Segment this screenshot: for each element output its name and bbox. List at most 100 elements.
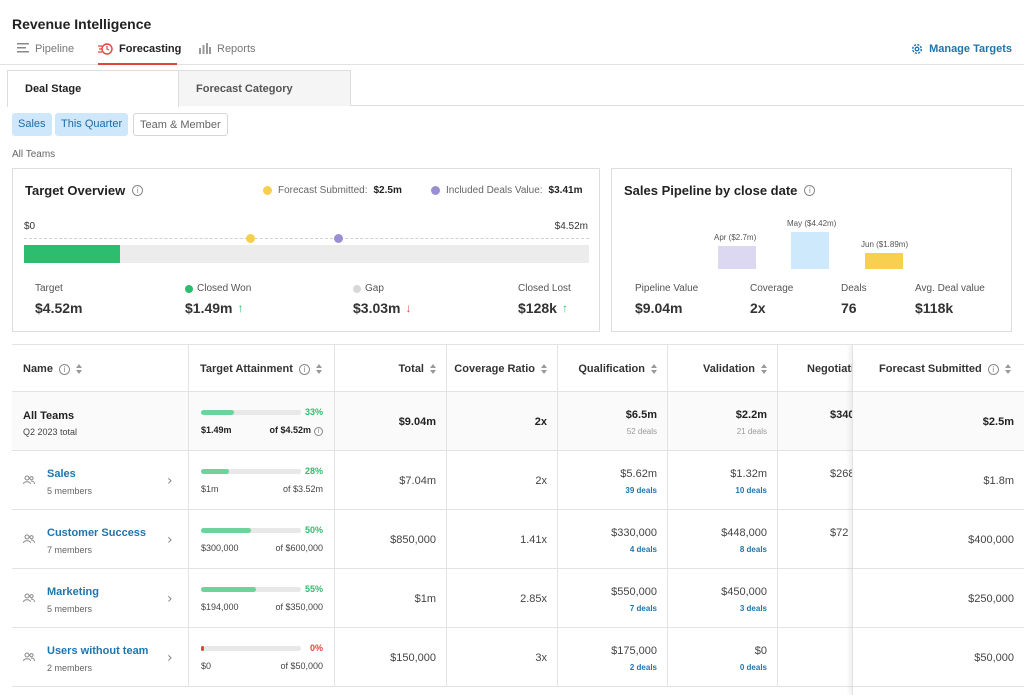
arrow-down-icon: ↓ (405, 301, 412, 315)
sort-icon[interactable] (761, 364, 767, 374)
info-icon[interactable]: i (987, 363, 999, 375)
stat-label: Avg. Deal value (915, 283, 985, 294)
coverage-cell: 2x (447, 392, 557, 450)
chevron-right-icon[interactable]: › (167, 532, 173, 548)
tab-forecast-category[interactable]: Forecast Category (178, 70, 351, 106)
stat-label: Target (35, 283, 63, 294)
tab-deal-stage[interactable]: Deal Stage (7, 70, 179, 107)
team-members-icon (23, 534, 35, 547)
qualification-deals[interactable]: 39 deals (625, 486, 657, 495)
team-name-link[interactable]: Users without team (47, 645, 149, 657)
pipeline-bar[interactable] (865, 253, 903, 269)
stat-label: Gap (353, 283, 411, 294)
stat-label-text: Closed Won (197, 283, 252, 294)
validation-deals[interactable]: 3 deals (739, 604, 767, 613)
team-member-count: 5 members (47, 486, 93, 496)
pipeline-bar[interactable] (791, 232, 829, 269)
column-header-negotiation[interactable]: Negotiati (807, 363, 854, 375)
sort-icon[interactable] (75, 364, 82, 374)
qualification-value: $5.62m (620, 468, 657, 480)
total-value: $150,000 (390, 652, 436, 664)
qualification-deals: 52 deals (626, 427, 657, 436)
column-header-qualification[interactable]: Qualification (578, 363, 657, 375)
column-header-total[interactable]: Total (399, 363, 436, 375)
info-icon[interactable]: i (58, 363, 70, 375)
legend-label: Included Deals Value: (446, 185, 543, 196)
nav-tab-pipeline[interactable]: Pipeline (17, 43, 74, 65)
filter-chip-sales[interactable]: Sales (12, 113, 52, 136)
target-progress-bar (24, 245, 589, 263)
stat-label: Coverage (750, 283, 794, 294)
column-header-target-attainment[interactable]: Target Attainment i (200, 363, 322, 375)
qualification-deals[interactable]: 2 deals (629, 663, 657, 672)
stat-value: $1.49m ↑ (185, 300, 251, 316)
column-divider (557, 451, 558, 509)
attainment-achieved: $1m (201, 484, 219, 494)
total-value: $7.04m (399, 475, 436, 487)
nav-tab-forecasting[interactable]: Forecasting (98, 43, 181, 65)
column-header-coverage-ratio[interactable]: Coverage Ratio (454, 363, 547, 375)
chevron-right-icon[interactable]: › (167, 473, 173, 489)
chevron-right-icon[interactable]: › (167, 650, 173, 666)
validation-cell: $450,000 3 deals (668, 569, 777, 627)
table-row[interactable]: Marketing 5 members › 55% $194,000 of $350,00… (12, 569, 1024, 628)
sort-icon[interactable] (541, 364, 547, 374)
attainment-percent: 50% (304, 525, 323, 535)
nav-tab-reports[interactable]: Reports (199, 43, 256, 65)
card-title-text: Sales Pipeline by close date (624, 183, 798, 198)
column-label: Validation (703, 363, 755, 375)
column-divider (777, 569, 778, 627)
table-row[interactable]: Users without team 2 members › 0% $0 of $50,0… (12, 628, 1024, 687)
pipeline-bar-label: May ($4.42m) (787, 219, 837, 228)
filter-chip-team-member[interactable]: Team & Member (133, 113, 228, 136)
qualification-deals[interactable]: 7 deals (629, 604, 657, 613)
forecast-submitted-value: $2.5m (982, 416, 1014, 428)
team-name-link[interactable]: Customer Success (47, 527, 147, 539)
forecast-submitted-cell: $2.5m (853, 392, 1024, 451)
info-icon[interactable]: i (314, 427, 323, 436)
info-icon[interactable]: i (132, 185, 144, 196)
validation-deals[interactable]: 8 deals (739, 545, 767, 554)
attainment-achieved: $300,000 (201, 543, 239, 553)
stat-label: Pipeline Value (635, 283, 699, 294)
sort-icon[interactable] (651, 364, 657, 374)
validation-deals[interactable]: 0 deals (739, 663, 767, 672)
column-divider (667, 451, 668, 509)
info-icon[interactable]: i (804, 185, 816, 196)
validation-deals[interactable]: 10 deals (735, 486, 767, 495)
qualification-deals[interactable]: 4 deals (629, 545, 657, 554)
stat-value: 76 (841, 300, 857, 316)
column-divider (667, 510, 668, 568)
column-header-validation[interactable]: Validation (703, 363, 767, 375)
manage-targets-button[interactable]: Manage Targets (911, 43, 1012, 55)
table-row[interactable]: Customer Success 7 members › 50% $300,000 of … (12, 510, 1024, 569)
pipeline-bar[interactable] (718, 246, 756, 269)
info-icon[interactable]: i (298, 363, 310, 375)
validation-cell: $2.2m 21 deals (668, 392, 777, 450)
coverage-cell: 3x (447, 628, 557, 686)
sort-icon[interactable] (315, 364, 322, 374)
legend-value: $2.5m (373, 185, 402, 196)
team-name-link[interactable]: Sales (47, 468, 76, 480)
team-name-link[interactable]: Marketing (47, 586, 99, 598)
table-row[interactable]: Sales 5 members › 28% $1m of $3.52m $7.04m 2x $5… (12, 451, 1024, 510)
total-value: $1m (414, 593, 436, 605)
sort-icon[interactable] (1004, 364, 1011, 374)
forecast-submitted-column: Forecast Submitted i $2.5m $1.8m $400,000 $2… (852, 345, 1024, 695)
team-member-count: 5 members (47, 604, 93, 614)
column-header-forecast-submitted[interactable]: Forecast Submitted i (879, 363, 1011, 375)
column-divider (557, 392, 558, 450)
negotiation-value: $268 (830, 468, 852, 480)
qualification-value: $550,000 (611, 586, 657, 598)
attainment-target-text: of $600,000 (275, 543, 323, 553)
stat-value: $128k ↑ (518, 300, 571, 316)
validation-deals: 21 deals (736, 427, 767, 436)
total-value: $9.04m (398, 416, 436, 428)
filter-chip-this-quarter[interactable]: This Quarter (55, 113, 129, 136)
sort-icon[interactable] (430, 364, 436, 374)
column-header-name[interactable]: Name i (23, 363, 82, 375)
chevron-right-icon[interactable]: › (167, 591, 173, 607)
negotiation-cell: $268 (778, 451, 852, 509)
total-cell: $850,000 (335, 510, 446, 568)
column-divider (446, 569, 447, 627)
